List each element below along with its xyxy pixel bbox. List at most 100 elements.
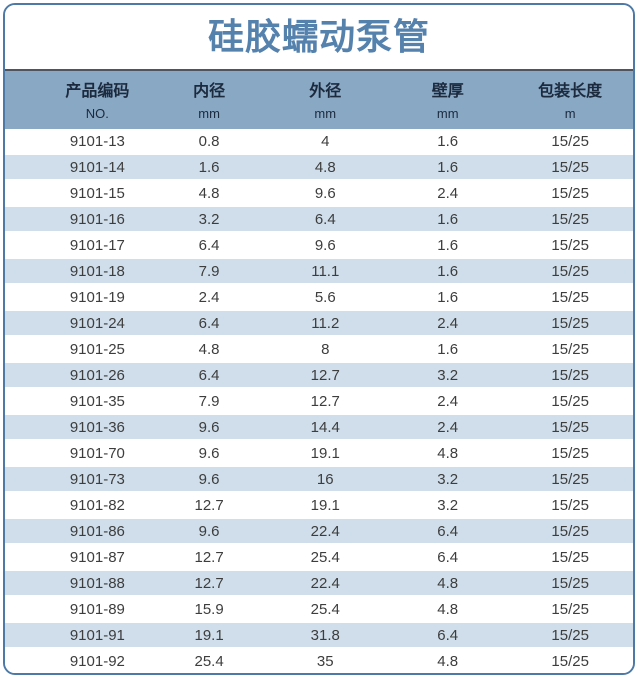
spec-table: 产品编码 NO. 内径 mm 外径 mm 壁厚 mm 包装长度 m 9101-13 0.8 4 1.6 1… [5,69,633,673]
column-header: 外径 mm [262,69,389,129]
table-cell: 15/25 [507,544,633,571]
product-code-cell: 9101-87 [5,544,156,571]
table-cell: 35 [262,648,389,673]
product-code-cell: 9101-92 [5,648,156,673]
table-cell: 6.4 [155,362,263,389]
table-cell: 15/25 [507,622,633,649]
table-cell: 15/25 [507,466,633,493]
table-cell: 22.4 [262,518,389,545]
table-row: 9101-88 12.7 22.4 4.8 15/25 [5,570,633,597]
table-cell: 19.1 [262,492,389,519]
table-cell: 9.6 [155,518,263,545]
table-cell: 6.4 [388,622,508,649]
product-code-cell: 9101-36 [5,414,156,441]
table-cell: 1.6 [388,258,508,285]
product-code-cell: 9101-14 [5,154,156,181]
table-row: 9101-73 9.6 16 3.2 15/25 [5,466,633,493]
column-label: 包装长度 [538,82,603,100]
table-cell: 4.8 [388,570,508,597]
title-area: 硅胶蠕动泵管 [5,5,633,69]
table-row: 9101-35 7.9 12.7 2.4 15/25 [5,388,633,415]
table-cell: 22.4 [262,570,389,597]
column-label: 内径 [193,82,226,100]
product-code-cell: 9101-82 [5,492,156,519]
table-cell: 8 [262,336,389,363]
product-code-cell: 9101-19 [5,284,156,311]
table-cell: 1.6 [388,154,508,181]
table-cell: 12.7 [155,492,263,519]
table-row: 9101-70 9.6 19.1 4.8 15/25 [5,440,633,467]
column-header: 包装长度 m [507,69,633,129]
table-cell: 2.4 [388,414,508,441]
table-row: 9101-92 25.4 35 4.8 15/25 [5,648,633,673]
table-cell: 15/25 [507,206,633,233]
column-unit: mm [436,105,459,121]
column-label: 产品编码 [65,82,130,100]
table-cell: 4.8 [155,180,263,207]
table-cell: 1.6 [388,284,508,311]
table-cell: 1.6 [388,206,508,233]
table-cell: 15/25 [507,388,633,415]
table-row: 9101-89 15.9 25.4 4.8 15/25 [5,596,633,623]
page-title: 硅胶蠕动泵管 [207,16,430,57]
table-cell: 9.6 [262,180,389,207]
product-code-cell: 9101-35 [5,388,156,415]
table-cell: 4 [262,129,389,155]
column-unit: m [564,105,576,121]
table-cell: 15/25 [507,154,633,181]
table-cell: 1.6 [388,232,508,259]
product-code-cell: 9101-16 [5,206,156,233]
table-cell: 4.8 [388,440,508,467]
table-cell: 15/25 [507,492,633,519]
table-cell: 4.8 [388,596,508,623]
column-unit: mm [314,105,337,121]
column-header: 产品编码 NO. [5,69,156,129]
table-row: 9101-87 12.7 25.4 6.4 15/25 [5,544,633,571]
table-cell: 1.6 [388,336,508,363]
table-row: 9101-36 9.6 14.4 2.4 15/25 [5,414,633,441]
table-cell: 25.4 [155,648,263,673]
table-cell: 15/25 [507,232,633,259]
table-row: 9101-82 12.7 19.1 3.2 15/25 [5,492,633,519]
column-header: 内径 mm [155,69,263,129]
table-cell: 15/25 [507,648,633,673]
column-label: 壁厚 [431,82,464,100]
table-cell: 12.7 [155,544,263,571]
table-cell: 15/25 [507,362,633,389]
table-cell: 19.1 [262,440,389,467]
table-cell: 9.6 [155,440,263,467]
table-cell: 6.4 [155,310,263,337]
table-cell: 3.2 [388,466,508,493]
table-cell: 15/25 [507,570,633,597]
table-cell: 15/25 [507,129,633,155]
table-cell: 2.4 [155,284,263,311]
product-code-cell: 9101-91 [5,622,156,649]
table-row: 9101-24 6.4 11.2 2.4 15/25 [5,310,633,337]
table-cell: 15/25 [507,336,633,363]
column-unit: mm [198,105,220,121]
table-cell: 15/25 [507,284,633,311]
table-cell: 15/25 [507,180,633,207]
table-cell: 9.6 [155,466,263,493]
table-cell: 1.6 [388,129,508,155]
table-cell: 6.4 [388,544,508,571]
table-cell: 15/25 [507,310,633,337]
column-unit: NO. [85,105,109,121]
table-cell: 31.8 [262,622,389,649]
table-cell: 15/25 [507,518,633,545]
table-cell: 12.7 [262,362,389,389]
product-code-cell: 9101-86 [5,518,156,545]
table-cell: 15/25 [507,596,633,623]
spec-card: 硅胶蠕动泵管 产品编码 NO. 内径 mm 外径 mm 壁厚 mm 包装长度 m 9101-13 0… [3,3,635,675]
table-cell: 14.4 [262,414,389,441]
product-code-cell: 9101-88 [5,570,156,597]
product-code-cell: 9101-13 [5,129,156,155]
table-body: 9101-13 0.8 4 1.6 15/25 9101-14 1.6 4.8 1.6 15/25… [5,129,633,673]
table-cell: 2.4 [388,180,508,207]
product-code-cell: 9101-24 [5,310,156,337]
table-row: 9101-13 0.8 4 1.6 15/25 [5,129,633,155]
table-header-row: 产品编码 NO. 内径 mm 外径 mm 壁厚 mm 包装长度 m [5,69,633,129]
table-row: 9101-14 1.6 4.8 1.6 15/25 [5,154,633,181]
product-code-cell: 9101-17 [5,232,156,259]
table-cell: 25.4 [262,596,389,623]
